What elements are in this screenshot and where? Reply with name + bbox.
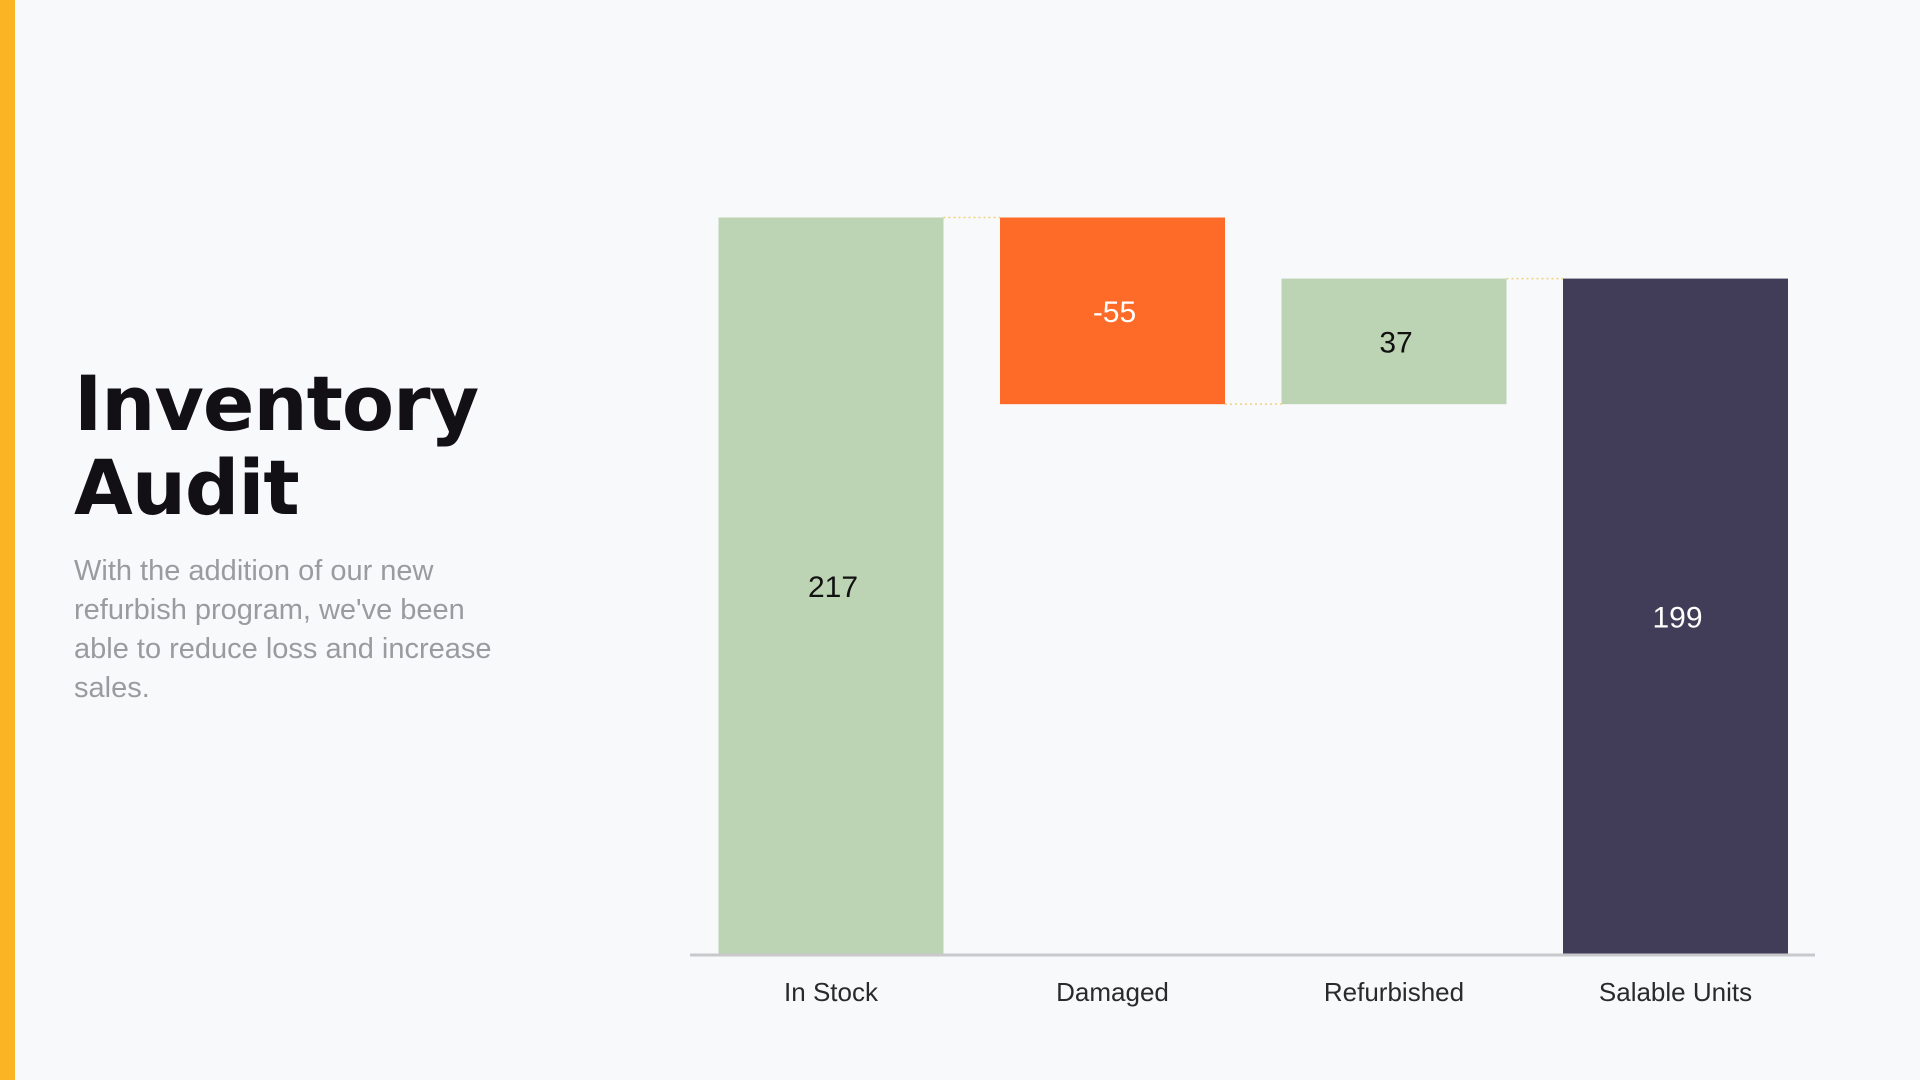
bar-in-stock [718,217,944,954]
slide-title: Inventory Audit [74,362,594,530]
x-tick-label: Damaged [1056,977,1169,1007]
x-tick-label: Refurbished [1324,977,1464,1007]
x-tick-label: In Stock [784,977,879,1007]
slide-description: With the addition of our new refurbish p… [74,555,492,704]
accent-bar [0,0,15,1080]
data-label: -55 [1093,296,1136,329]
bar-salable-units [1563,278,1788,954]
data-label: 217 [808,571,858,604]
title-line-1: Inventory [74,359,479,448]
data-label: 199 [1652,601,1702,634]
x-tick-label: Salable Units [1599,977,1752,1007]
data-label: 37 [1379,326,1412,359]
title-line-2: Audit [74,443,300,532]
bar-damaged [1000,217,1225,405]
bar-refurbished [1281,278,1507,405]
